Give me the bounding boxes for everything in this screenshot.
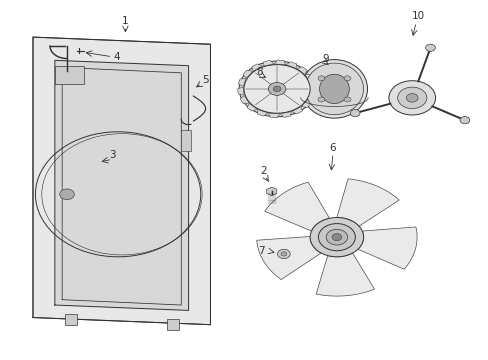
Polygon shape (307, 91, 315, 99)
Circle shape (281, 252, 286, 256)
Polygon shape (357, 227, 416, 269)
Polygon shape (257, 109, 267, 116)
Polygon shape (274, 60, 285, 65)
Polygon shape (315, 253, 374, 296)
Polygon shape (268, 113, 279, 118)
Circle shape (239, 61, 314, 117)
Circle shape (318, 224, 355, 251)
Polygon shape (243, 70, 252, 78)
Ellipse shape (305, 63, 363, 115)
Polygon shape (238, 78, 245, 86)
Circle shape (344, 97, 350, 102)
Text: 3: 3 (109, 150, 115, 160)
Polygon shape (55, 60, 188, 310)
Text: 9: 9 (321, 54, 328, 64)
Text: 5: 5 (202, 75, 208, 85)
Circle shape (425, 44, 434, 51)
Text: 6: 6 (329, 143, 336, 153)
Text: 2: 2 (260, 166, 267, 176)
Polygon shape (256, 237, 321, 280)
Ellipse shape (319, 74, 348, 104)
Polygon shape (237, 87, 244, 95)
Circle shape (268, 82, 285, 95)
Polygon shape (296, 67, 306, 75)
Bar (64, 314, 77, 325)
Polygon shape (251, 64, 262, 71)
Bar (181, 130, 191, 152)
Polygon shape (33, 37, 210, 325)
Circle shape (459, 117, 469, 124)
Text: 8: 8 (255, 67, 262, 77)
Circle shape (277, 249, 289, 258)
Text: 10: 10 (411, 11, 424, 21)
Circle shape (244, 64, 309, 113)
Circle shape (397, 87, 426, 109)
Text: 7: 7 (258, 246, 264, 256)
Polygon shape (246, 103, 257, 111)
Circle shape (273, 86, 281, 92)
Polygon shape (305, 75, 313, 82)
Circle shape (325, 229, 347, 245)
Circle shape (317, 97, 324, 102)
Polygon shape (336, 179, 398, 226)
Text: 1: 1 (122, 16, 128, 26)
Polygon shape (285, 62, 296, 68)
Circle shape (406, 94, 417, 102)
Circle shape (317, 76, 324, 81)
Ellipse shape (301, 60, 367, 118)
Text: 4: 4 (113, 52, 120, 62)
Circle shape (344, 76, 350, 81)
Polygon shape (264, 182, 329, 231)
Polygon shape (309, 82, 316, 91)
Bar (166, 319, 179, 330)
Circle shape (388, 81, 435, 115)
Polygon shape (240, 95, 248, 103)
Circle shape (331, 234, 341, 241)
Polygon shape (280, 112, 291, 117)
Polygon shape (301, 100, 310, 108)
Circle shape (349, 109, 359, 117)
Circle shape (60, 189, 74, 200)
Circle shape (309, 217, 363, 257)
Bar (55, 66, 84, 84)
Polygon shape (263, 60, 273, 66)
Polygon shape (291, 107, 302, 114)
